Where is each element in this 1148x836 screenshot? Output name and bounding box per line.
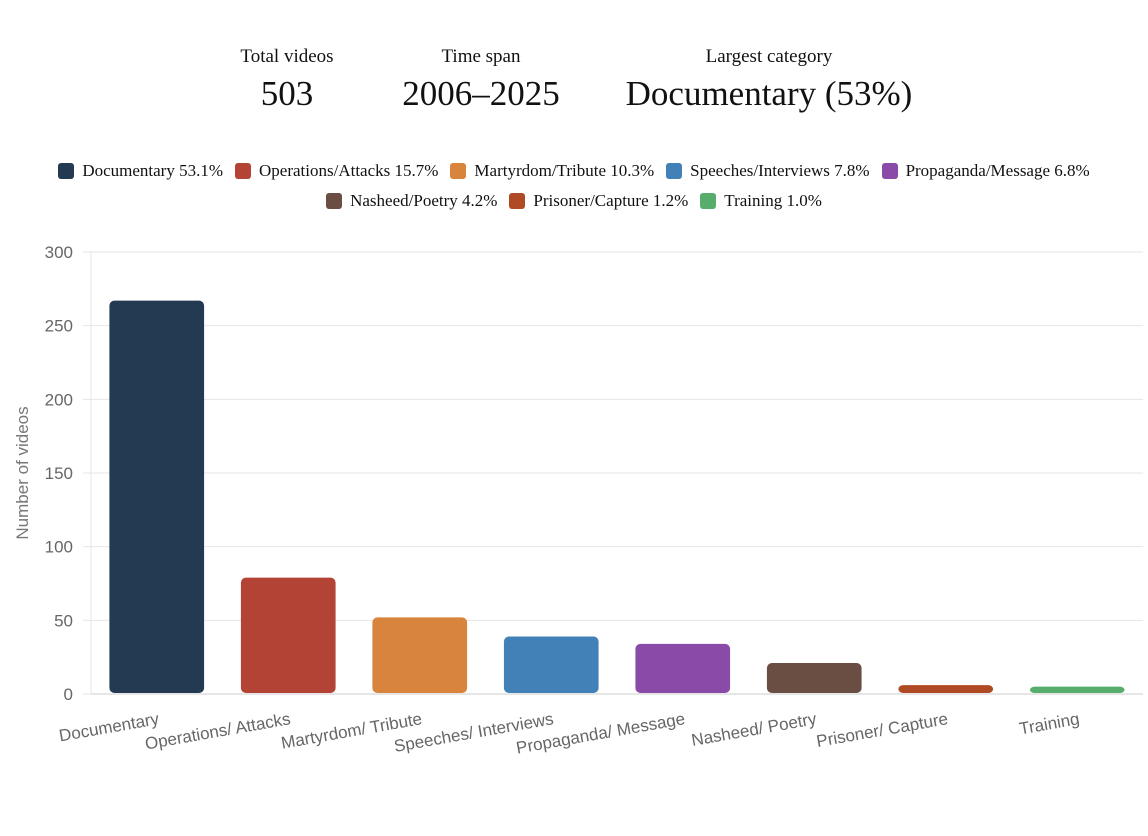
legend-item[interactable]: Nasheed/Poetry 4.2% bbox=[326, 191, 497, 211]
stat-value: 2006–2025 bbox=[402, 74, 560, 113]
y-tick-label: 150 bbox=[45, 464, 73, 483]
stat-label: Largest category bbox=[705, 46, 833, 67]
x-tick-label: Martyrdom/ Tribute bbox=[280, 709, 424, 752]
legend-label: Operations/Attacks 15.7% bbox=[259, 161, 439, 180]
x-tick-label: Speeches/ Interviews bbox=[393, 709, 555, 756]
x-tick-label: Prisoner/ Capture bbox=[815, 709, 950, 751]
bar bbox=[372, 617, 468, 693]
y-tick-label: 50 bbox=[54, 611, 73, 630]
bar bbox=[109, 300, 205, 693]
stat-value: Documentary (53%) bbox=[625, 74, 913, 113]
x-tick-label: Nasheed/ Poetry bbox=[690, 709, 818, 750]
legend-item[interactable]: Prisoner/Capture 1.2% bbox=[509, 191, 688, 211]
x-tick-label: Operations/ Attacks bbox=[143, 709, 291, 753]
bar bbox=[240, 577, 336, 693]
y-axis-title: Number of videos bbox=[13, 406, 32, 539]
legend-item[interactable]: Training 1.0% bbox=[700, 191, 822, 211]
legend-swatch bbox=[881, 163, 898, 179]
legend-item[interactable]: Operations/Attacks 15.7% bbox=[235, 161, 438, 181]
bar bbox=[898, 685, 994, 693]
legend-row: Nasheed/Poetry 4.2% Prisoner/Capture 1.2%… bbox=[0, 186, 1148, 216]
legend-label: Prisoner/Capture 1.2% bbox=[533, 191, 689, 210]
stat-largest-category: Largest category Documentary (53%) bbox=[609, 44, 929, 116]
legend-item[interactable]: Propaganda/Message 6.8% bbox=[881, 161, 1090, 181]
x-tick-label: Documentary bbox=[58, 709, 161, 745]
y-tick-label: 0 bbox=[64, 685, 73, 704]
x-tick-label: Propaganda/ Message bbox=[515, 709, 687, 757]
stat-time-span: Time span 2006–2025 bbox=[391, 44, 571, 116]
legend-item[interactable]: Martyrdom/Tribute 10.3% bbox=[450, 161, 654, 181]
legend-swatch bbox=[326, 193, 343, 209]
legend-label: Martyrdom/Tribute 10.3% bbox=[474, 161, 655, 180]
bar bbox=[766, 663, 862, 693]
y-tick-label: 300 bbox=[45, 243, 73, 262]
legend-swatch bbox=[235, 163, 251, 179]
bar bbox=[635, 643, 731, 693]
legend-item[interactable]: Speeches/Interviews 7.8% bbox=[666, 161, 870, 181]
bar bbox=[503, 636, 599, 693]
summary-stats: Total videos 503 Time span 2006–2025 Lar… bbox=[0, 0, 1148, 130]
stat-total-videos: Total videos 503 bbox=[217, 44, 357, 116]
legend-label: Training 1.0% bbox=[724, 191, 822, 210]
y-tick-label: 200 bbox=[45, 390, 73, 409]
legend-item[interactable]: Documentary 53.1% bbox=[58, 161, 223, 181]
y-tick-label: 100 bbox=[45, 538, 73, 557]
legend-label: Documentary 53.1% bbox=[82, 161, 223, 180]
stat-label: Time span bbox=[441, 46, 521, 67]
legend-label: Nasheed/Poetry 4.2% bbox=[350, 191, 498, 210]
chart-legend: Documentary 53.1% Operations/Attacks 15.7… bbox=[0, 156, 1148, 216]
legend-row: Documentary 53.1% Operations/Attacks 15.7… bbox=[0, 156, 1148, 186]
legend-swatch bbox=[700, 193, 717, 209]
legend-swatch bbox=[58, 163, 75, 179]
legend-label: Propaganda/Message 6.8% bbox=[905, 161, 1090, 180]
legend-swatch bbox=[450, 163, 467, 179]
legend-label: Speeches/Interviews 7.8% bbox=[690, 161, 870, 180]
legend-swatch bbox=[509, 193, 526, 209]
x-tick-label: Training bbox=[1018, 709, 1081, 738]
stat-label: Total videos bbox=[240, 46, 334, 67]
legend-swatch bbox=[666, 163, 683, 179]
bar bbox=[1029, 686, 1125, 693]
stat-value: 503 bbox=[260, 74, 314, 113]
y-tick-label: 250 bbox=[45, 317, 73, 336]
